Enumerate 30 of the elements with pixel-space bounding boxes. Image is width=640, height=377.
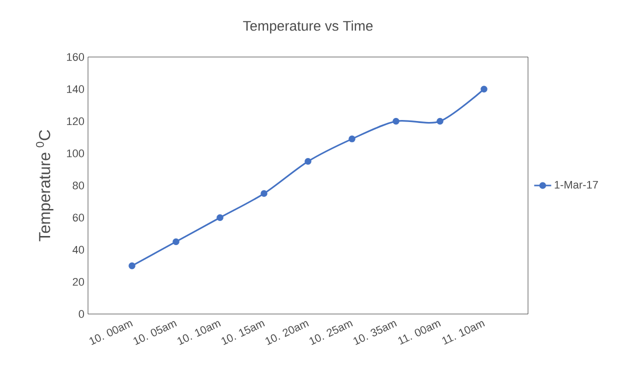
y-axis-title: Temperature $^{0}$C	[36, 130, 54, 242]
x-tick-label: 10. 05am	[133, 321, 177, 346]
y-tick-label: 120	[67, 117, 84, 126]
x-tick-label: 10. 00am	[89, 321, 133, 346]
y-tick-label: 0	[78, 310, 84, 318]
y-tick-label: 80	[72, 182, 84, 190]
x-tick-label: 10. 35am	[353, 321, 397, 346]
y-tick-label: 160	[67, 53, 84, 61]
x-tick-label: 11. 00am	[398, 321, 441, 345]
point	[304, 158, 312, 165]
point	[480, 86, 488, 93]
x-tick-label: 10. 20am	[265, 321, 309, 346]
point	[172, 238, 180, 246]
point	[216, 214, 224, 222]
point	[436, 118, 444, 125]
point	[260, 190, 268, 197]
x-tick-label: 11. 10am	[442, 321, 485, 345]
point	[128, 262, 136, 270]
x-tick-label: 10. 25am	[309, 321, 353, 346]
x-tick-label: 10. 15am	[221, 321, 265, 346]
legend-label: 1-Mar-17	[554, 180, 598, 189]
y-tick-label: 20	[72, 278, 84, 286]
y-tick-label: 140	[67, 85, 84, 94]
y-tick-label: 100	[67, 150, 84, 158]
x-tick-label: 10. 10am	[177, 321, 221, 346]
chart-title: Temperature vs Time	[243, 20, 373, 34]
y-tick-label: 40	[72, 246, 84, 254]
point	[392, 118, 400, 125]
y-tick-label: 60	[72, 214, 84, 222]
point	[348, 136, 356, 142]
